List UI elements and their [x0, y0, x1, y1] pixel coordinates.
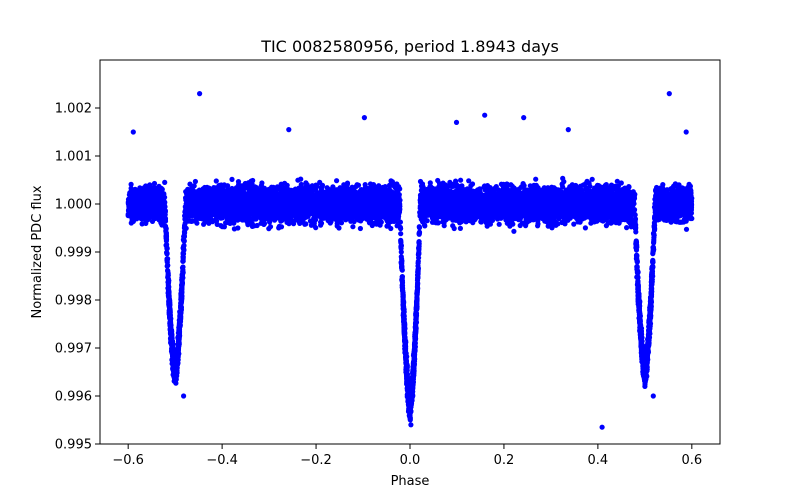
- data-point: [582, 225, 589, 231]
- data-point: [128, 181, 134, 187]
- data-point: [302, 221, 308, 227]
- data-point: [298, 176, 304, 182]
- data-point: [589, 176, 595, 182]
- data-point: [151, 180, 158, 187]
- data-point: [388, 178, 394, 184]
- data-point: [213, 185, 219, 191]
- data-point: [496, 221, 502, 227]
- data-point: [440, 219, 446, 225]
- chart-title: TIC 0082580956, period 1.8943 days: [260, 37, 559, 56]
- data-point: [357, 225, 363, 232]
- data-point: [458, 177, 464, 183]
- data-point: [464, 186, 470, 192]
- data-point: [453, 178, 459, 184]
- data-points: [125, 91, 695, 430]
- data-point: [417, 178, 424, 185]
- data-point: [213, 178, 219, 184]
- data-point: [466, 178, 472, 184]
- data-point: [192, 178, 198, 185]
- data-point: [520, 181, 526, 187]
- data-point: [533, 176, 539, 182]
- data-point: [397, 219, 403, 225]
- data-point: [334, 178, 340, 184]
- data-point: [334, 223, 340, 229]
- data-point: [394, 223, 400, 229]
